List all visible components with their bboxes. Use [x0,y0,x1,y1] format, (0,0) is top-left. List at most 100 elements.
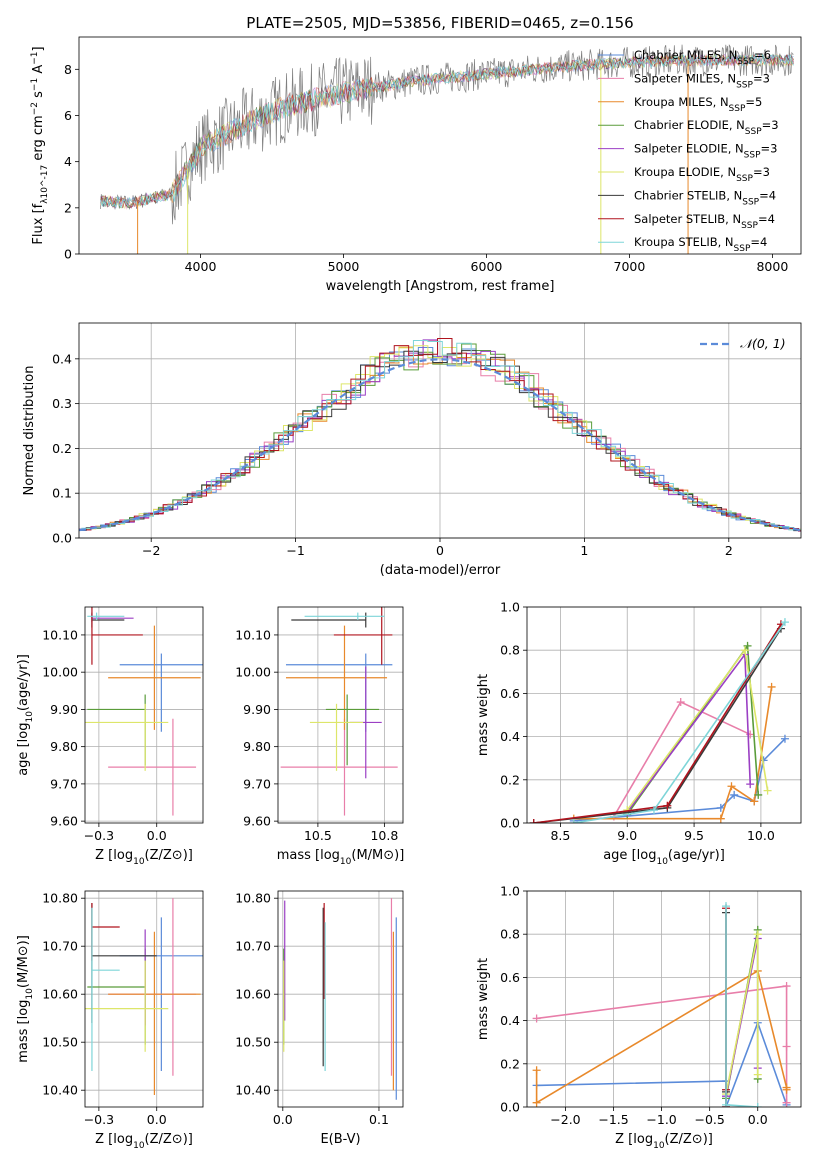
x-axis-label: Z [log10(Z/Z⊙)] [95,1132,193,1151]
axes-frame [78,36,802,255]
label-part: Chabrier MILES, N [634,48,737,62]
y-tick-label: 10.80 [235,891,271,906]
model-spectrum-salpeter-stelib [100,53,794,209]
y-tick-label: 0.0 [500,816,520,831]
label-part: Kroupa STELIB, N [634,235,734,249]
histogram-salpeter-stelib [79,338,801,532]
legend-label: Salpeter ELODIE, NSSP=3 [634,142,777,161]
y-tick-label: 10.40 [42,1083,78,1098]
label-part: (age/yr)] [16,654,31,711]
weight-line [536,1020,788,1107]
label-part: mass [ [277,848,320,863]
label-part: =4 [750,235,767,249]
x-tick-label: 1 [580,543,588,558]
x-tick-label: 8.5 [550,828,570,843]
weight-marker [663,801,672,810]
label-part: SSP [742,197,759,207]
label-part: (Z/Z⊙)] [145,1132,193,1147]
weight-marker [780,734,789,743]
x-axis-label: age [log10(age/yr)] [603,848,725,867]
label-part: Z [ [615,1132,633,1147]
label-part: log [113,848,133,863]
label-part: λ10^-17 [40,165,50,204]
y-tick-label: 10.70 [42,939,78,954]
label-part: =3 [761,142,778,156]
weight-line [725,934,759,1095]
label-part: Chabrier STELIB, N [634,188,742,202]
y-axis-label: Normed distribution [22,366,37,496]
y-tick-label: 10.00 [42,665,78,680]
x-tick-label: −0.3 [84,828,114,843]
plot-area [85,607,203,816]
axes-frame [277,890,404,1108]
label-part: SSP [729,104,746,114]
weight-marker [716,814,725,823]
y-tick-label: 0.8 [500,643,520,658]
label-part: =3 [753,71,770,85]
x-tick-label: 10.0 [747,828,775,843]
legend-label: Salpeter MILES, NSSP=3 [634,71,770,90]
label-part: Z [ [95,1132,113,1147]
x-tick-label: −0.5 [694,1112,724,1127]
y-tick-label: 0.2 [500,772,520,787]
label-part: SSP [745,127,762,137]
label-part: 10 [653,1141,665,1151]
weight-marker [763,786,772,795]
label-part: (age/yr)] [668,848,725,863]
label-part: 10 [656,857,668,867]
y-axis-label: Flux [fλ10^-17 erg cm−2 s−1 A−1] [30,46,50,244]
weight-marker [740,646,749,655]
weight-marker [767,682,776,691]
label-part: SSP [734,244,751,254]
weight-marker [532,1066,541,1075]
y-tick-label: 0.3 [52,396,72,411]
label-part: =3 [762,118,779,132]
axes-frame [526,606,802,824]
y-tick-label: 9.60 [243,814,271,829]
label-part: (M/M⊙)] [16,935,31,988]
weight-line [626,643,760,815]
x-tick-label: −2 [142,543,160,558]
y-axis-label: mass [log10(M/M⊙)] [16,935,35,1063]
plot-area [532,902,791,1107]
x-tick-label: −2.0 [550,1112,580,1127]
x-tick-label: −0.3 [84,1112,114,1127]
label-part: log [16,1000,31,1020]
label-part: SSP [744,151,761,161]
axes-frame [78,322,802,539]
weight-marker [716,803,725,812]
weight-marker [782,1098,791,1107]
weight-vs-metallicity-panel: −2.0 −1.5 −1.0 −0.5 0.0 0.0 0.2 0.4 0.6 0.8 1.0 Z [… [476,884,802,1151]
figure-title: PLATE=2505, MJD=53856, FIBERID=0465, z=0… [246,14,633,32]
label-part: −1 [30,78,40,91]
weight-marker [569,819,578,823]
axes-frame [84,890,204,1108]
y-tick-label: 4 [64,154,72,169]
label-part: log [633,1132,653,1147]
label-part: =4 [759,188,776,202]
y-tick-label: 0 [64,247,72,262]
age-vs-mass-panel: 10.5 10.8 9.60 9.70 9.80 9.90 10.00 10.10 mass [… [235,606,404,867]
weight-marker [532,1098,541,1107]
weight-marker [782,1042,791,1051]
legend-label: Kroupa STELIB, NSSP=4 [634,235,767,254]
x-tick-label: −1.0 [646,1112,676,1127]
y-tick-label: 8 [64,62,72,77]
y-axis-label: mass weight [476,674,491,756]
y-tick-label: 9.70 [50,776,78,791]
label-part: ] [31,46,46,51]
x-tick-label: 0 [436,543,444,558]
label-part: SSP [736,174,753,184]
axes-frame [277,606,404,824]
label-part: wavelength [Angstrom, rest frame] [326,279,555,294]
weight-marker [753,1103,762,1107]
x-tick-label: 0.0 [748,1112,768,1127]
y-tick-label: 1.0 [500,884,520,899]
plot-area [79,338,801,532]
label-part: SSP [741,221,758,231]
x-tick-label: 2 [725,543,733,558]
weight-marker [782,1085,791,1094]
x-tick-label: 8000 [756,259,788,274]
label-part: Flux [f [31,203,46,244]
